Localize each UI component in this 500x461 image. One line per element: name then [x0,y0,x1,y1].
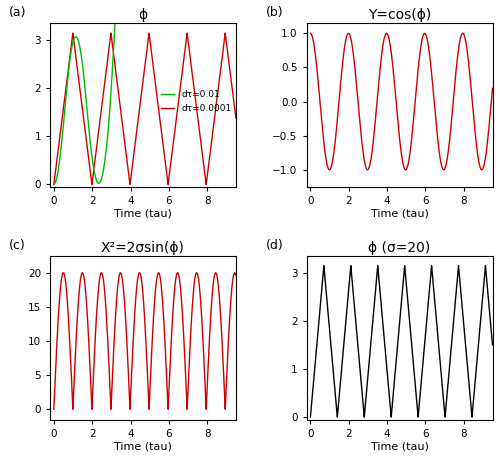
X-axis label: Time (tau): Time (tau) [114,441,172,451]
Title: X²=2σsin(ϕ): X²=2σsin(ϕ) [101,241,185,254]
X-axis label: Time (tau): Time (tau) [370,209,428,219]
Text: (c): (c) [9,239,26,252]
Legend: dτ=0.01, dτ=0.0001: dτ=0.01, dτ=0.0001 [157,87,235,117]
Text: (d): (d) [266,239,283,252]
Title: ϕ (σ=20): ϕ (σ=20) [368,241,430,254]
Text: (a): (a) [9,6,26,19]
X-axis label: Time (tau): Time (tau) [370,441,428,451]
X-axis label: Time (tau): Time (tau) [114,209,172,219]
Text: (b): (b) [266,6,283,19]
Title: Y=cos(ϕ): Y=cos(ϕ) [368,8,431,22]
Title: ϕ: ϕ [138,8,147,22]
